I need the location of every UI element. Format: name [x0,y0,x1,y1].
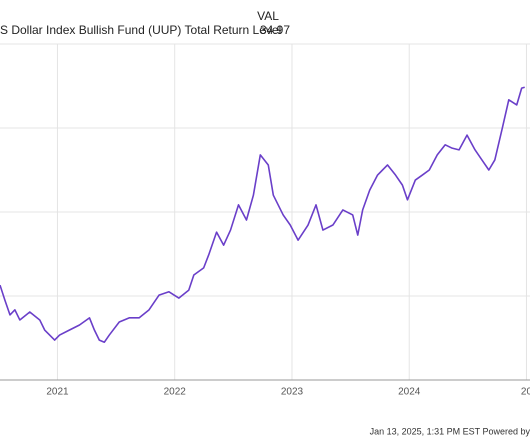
legend-entry: S Dollar Index Bullish Fund (UUP) Total … [0,23,281,37]
x-tick-label: 2024 [398,387,421,398]
footer: Jan 13, 2025, 1:31 PM EST Powered by [370,426,530,436]
x-tick-label: 2021 [46,387,69,398]
column-header: VAL [257,9,279,23]
last-value: 34.97 [260,23,290,37]
x-tick-label: 2023 [281,387,304,398]
x-tick-label: 2022 [164,387,187,398]
x-tick-label: 20 [521,387,530,398]
line-series [0,86,525,343]
